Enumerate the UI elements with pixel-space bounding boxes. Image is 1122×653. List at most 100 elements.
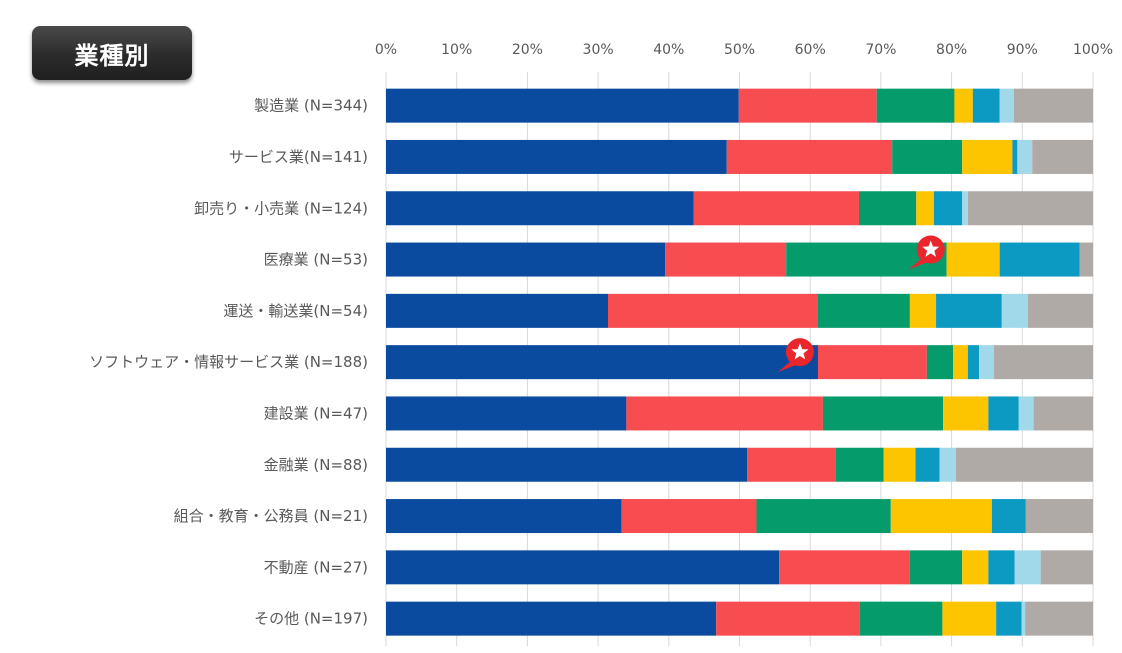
- bar-segment: [972, 88, 1000, 123]
- x-tick-label: 70%: [865, 42, 896, 58]
- bar-segment: [858, 191, 917, 226]
- bar-segment: [1040, 550, 1093, 585]
- bar-segment: [386, 550, 780, 585]
- bar-segment: [726, 139, 893, 174]
- x-tick-label: 50%: [724, 42, 755, 58]
- bar-segment: [1013, 88, 1093, 123]
- x-tick-label: 60%: [795, 42, 826, 58]
- bar-segment: [665, 242, 787, 277]
- bar-segment: [909, 293, 937, 328]
- bar-segment: [693, 191, 859, 226]
- bar-segment: [1027, 293, 1093, 328]
- bar-segment: [1014, 550, 1041, 585]
- bar-segment: [607, 293, 818, 328]
- x-tick-label: 30%: [583, 42, 614, 58]
- chart-title-badge: 業種別: [32, 26, 192, 80]
- bar-segment: [999, 88, 1014, 123]
- bar-segment: [999, 242, 1080, 277]
- star-callout-icon: [777, 338, 814, 373]
- category-label: 不動産 (N=27): [264, 558, 368, 576]
- bar-segment: [988, 396, 1019, 431]
- x-tick-label: 80%: [936, 42, 967, 58]
- bar-segment: [979, 345, 995, 380]
- category-label: 運送・輸送業(N=54): [223, 302, 368, 320]
- bar-segment: [756, 499, 891, 534]
- bar-segment: [996, 601, 1022, 636]
- bar-segment: [386, 345, 818, 380]
- bar-segment: [621, 499, 757, 534]
- bar-segment: [991, 499, 1026, 534]
- bar-segment: [962, 550, 989, 585]
- bar-segment: [779, 550, 910, 585]
- bar-segment: [953, 345, 968, 380]
- bar-segment: [892, 139, 963, 174]
- bar-segment: [835, 447, 884, 482]
- bar-segment: [386, 139, 727, 174]
- bar-segment: [1018, 396, 1034, 431]
- x-tick-label: 0%: [375, 42, 397, 58]
- x-tick-label: 90%: [1007, 42, 1038, 58]
- category-label: 医療業 (N=53): [264, 251, 368, 269]
- bar-segment: [386, 447, 748, 482]
- bar-segment: [909, 550, 963, 585]
- bar-segment: [626, 396, 823, 431]
- bar-segment: [386, 242, 666, 277]
- bar-segment: [988, 550, 1015, 585]
- bar-segment: [386, 88, 739, 123]
- bar-segment: [994, 345, 1093, 380]
- bar-segment: [1079, 242, 1093, 277]
- bar-segment: [738, 88, 877, 123]
- category-label: 建設業 (N=47): [264, 404, 368, 422]
- bar-segment: [890, 499, 992, 534]
- bar-segment: [386, 601, 717, 636]
- bar-segment: [876, 88, 955, 123]
- bar-segment: [1012, 139, 1018, 174]
- category-label: その他 (N=197): [254, 610, 368, 628]
- category-label: 製造業 (N=344): [254, 97, 368, 115]
- category-label: 組合・教育・公務員 (N=21): [174, 507, 368, 525]
- bar-segment: [386, 499, 622, 534]
- bar-segment: [936, 293, 1002, 328]
- category-label: サービス業(N=141): [229, 148, 368, 166]
- bar-segment: [942, 601, 997, 636]
- bar-segment: [1001, 293, 1028, 328]
- bar-segment: [747, 447, 836, 482]
- bar-segment: [1032, 139, 1093, 174]
- bar-segment: [962, 139, 1013, 174]
- bar-segment: [967, 345, 980, 380]
- bar-segment: [955, 447, 1093, 482]
- bar-segment: [967, 191, 1093, 226]
- bar-segment: [1017, 139, 1033, 174]
- bar-segment: [386, 293, 608, 328]
- bar-segment: [943, 396, 989, 431]
- x-tick-label: 20%: [512, 42, 543, 58]
- bar-segment: [926, 345, 954, 380]
- bar-segment: [822, 396, 944, 431]
- x-tick-label: 100%: [1073, 42, 1113, 58]
- star-callout-icon: [908, 235, 945, 270]
- bar-segment: [1025, 499, 1093, 534]
- bar-segment: [954, 88, 973, 123]
- bar-segment: [962, 191, 968, 226]
- bar-segment: [916, 191, 934, 226]
- bar-segment: [817, 345, 927, 380]
- bar-segment: [946, 242, 1000, 277]
- bar-segment: [915, 447, 940, 482]
- bar-segment: [883, 447, 916, 482]
- category-label: ソフトウェア・情報サービス業 (N=188): [89, 353, 368, 371]
- bar-segment: [1021, 601, 1026, 636]
- category-label: 卸売り・小売業 (N=124): [194, 199, 368, 217]
- category-label: 金融業 (N=88): [264, 456, 368, 474]
- bar-segment: [386, 396, 627, 431]
- bar-segment: [939, 447, 956, 482]
- x-tick-label: 10%: [441, 42, 472, 58]
- bar-segment: [386, 191, 694, 226]
- bar-segment: [817, 293, 910, 328]
- bar-segment: [1025, 601, 1093, 636]
- bar-segment: [859, 601, 943, 636]
- x-tick-label: 40%: [653, 42, 684, 58]
- bar-segment: [1033, 396, 1093, 431]
- bar-segment: [933, 191, 963, 226]
- bar-segment: [716, 601, 860, 636]
